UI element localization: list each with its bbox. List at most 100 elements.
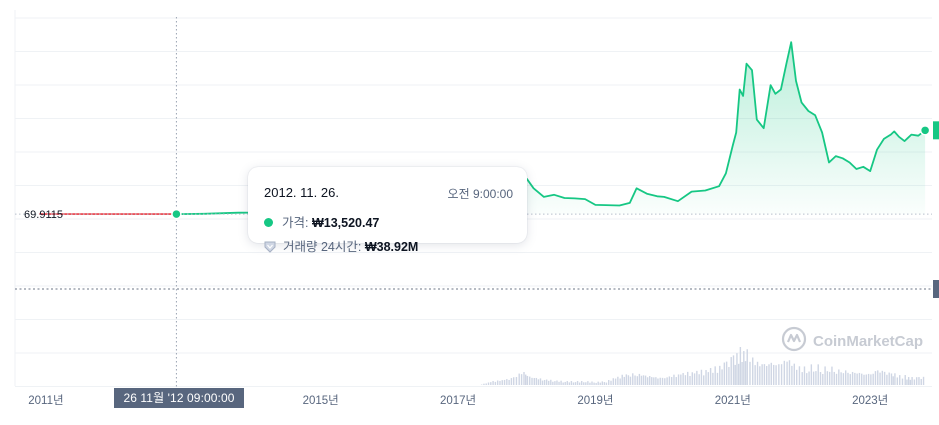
- volume-bar: [712, 373, 713, 385]
- volume-bar: [527, 376, 528, 385]
- volume-bar: [556, 381, 557, 385]
- volume-bar: [639, 374, 640, 385]
- volume-bar: [836, 374, 837, 385]
- volume-bar: [483, 384, 484, 385]
- volume-bar: [897, 377, 898, 385]
- volume-bar: [529, 377, 530, 385]
- volume-bar: [868, 374, 869, 385]
- volume-bar: [882, 371, 883, 385]
- volume-bar: [870, 374, 871, 385]
- volume-bar: [673, 375, 674, 385]
- volume-bar: [641, 376, 642, 385]
- volume-bar: [726, 362, 727, 385]
- volume-bar: [595, 383, 596, 385]
- volume-bar: [743, 351, 744, 385]
- volume-bar: [824, 366, 825, 385]
- volume-bar: [560, 381, 561, 385]
- x-tick-label: 2015년: [303, 394, 339, 407]
- volume-bar: [597, 382, 598, 385]
- volume-bar: [789, 360, 790, 385]
- volume-bar: [884, 372, 885, 385]
- volume-bar: [801, 372, 802, 385]
- volume-bar: [497, 381, 498, 385]
- volume-bar: [628, 375, 629, 385]
- volume-bar: [905, 375, 906, 385]
- volume-bar: [615, 379, 616, 385]
- volume-bar: [619, 379, 620, 385]
- volume-bar: [796, 370, 797, 385]
- volume-bar: [749, 362, 750, 385]
- volume-bar: [829, 372, 830, 385]
- volume-bar: [757, 362, 758, 385]
- volume-bar: [899, 375, 900, 385]
- volume-bar: [764, 364, 765, 385]
- volume-bar: [877, 370, 878, 385]
- volume-bar: [645, 376, 646, 385]
- volume-bar: [657, 379, 658, 385]
- volume-bar: [488, 383, 489, 385]
- tooltip-time: 오전 9:00:00: [448, 185, 513, 202]
- volume-bar: [569, 382, 570, 385]
- volume-bar: [818, 364, 819, 385]
- volume-bar: [632, 373, 633, 385]
- volume-bar: [534, 378, 535, 385]
- volume-bar: [490, 382, 491, 385]
- crosshair-date-badge: 26 11월 '12 09:00:00: [114, 388, 244, 408]
- price-dot-icon: [264, 218, 273, 227]
- volume-shield-icon: [264, 241, 276, 256]
- volume-bar: [698, 374, 699, 385]
- volume-bar: [655, 377, 656, 385]
- reference-line-label: 69.9115: [24, 209, 63, 221]
- volume-bar: [495, 382, 496, 385]
- volume-bar: [893, 376, 894, 385]
- volume-bar: [660, 378, 661, 385]
- volume-bar: [689, 376, 690, 385]
- volume-bar: [583, 382, 584, 385]
- volume-bar: [894, 373, 895, 385]
- volume-bar: [834, 372, 835, 385]
- volume-bar: [554, 381, 555, 385]
- x-tick-label: 2017년: [440, 394, 476, 407]
- volume-bar: [692, 372, 693, 385]
- volume-bar: [735, 365, 736, 385]
- volume-bar: [669, 376, 670, 385]
- tooltip-price-row: 가격: ₩13,520.47: [264, 212, 379, 231]
- volume-bar: [546, 380, 547, 385]
- volume-bar: [719, 366, 720, 385]
- volume-bar: [548, 381, 549, 385]
- volume-bar: [552, 382, 553, 385]
- volume-bar: [544, 380, 545, 385]
- x-tick-label: 2011년: [28, 394, 63, 407]
- volume-bar: [516, 377, 517, 385]
- volume-bar: [685, 375, 686, 385]
- volume-bar: [838, 369, 839, 385]
- volume-bar: [891, 373, 892, 385]
- volume-bar: [502, 380, 503, 385]
- volume-bar: [740, 347, 741, 385]
- volume-bar: [724, 363, 725, 385]
- volume-bar: [608, 380, 609, 385]
- volume-bar: [886, 375, 887, 385]
- volume-bar: [600, 383, 601, 385]
- volume-bar: [647, 377, 648, 385]
- volume-bar: [610, 381, 611, 385]
- volume-bar: [778, 364, 779, 385]
- volume-bar: [866, 374, 867, 385]
- volume-bar: [666, 377, 667, 385]
- volume-bar: [585, 382, 586, 385]
- volume-bar: [822, 374, 823, 385]
- volume-bar: [617, 377, 618, 385]
- volume-bar: [486, 383, 487, 385]
- volume-bar: [799, 366, 800, 385]
- volume-bar: [624, 377, 625, 385]
- volume-bar: [738, 364, 739, 385]
- volume-bar: [728, 367, 729, 385]
- volume-bar: [680, 375, 681, 385]
- volume-bar: [918, 377, 919, 385]
- hover-tooltip: 2012. 11. 26. 오전 9:00:00 가격: ₩13,520.47 …: [248, 167, 527, 243]
- latest-point: [921, 126, 930, 135]
- volume-bar: [921, 379, 922, 385]
- volume-bar: [781, 364, 782, 385]
- volume-bar: [694, 373, 695, 385]
